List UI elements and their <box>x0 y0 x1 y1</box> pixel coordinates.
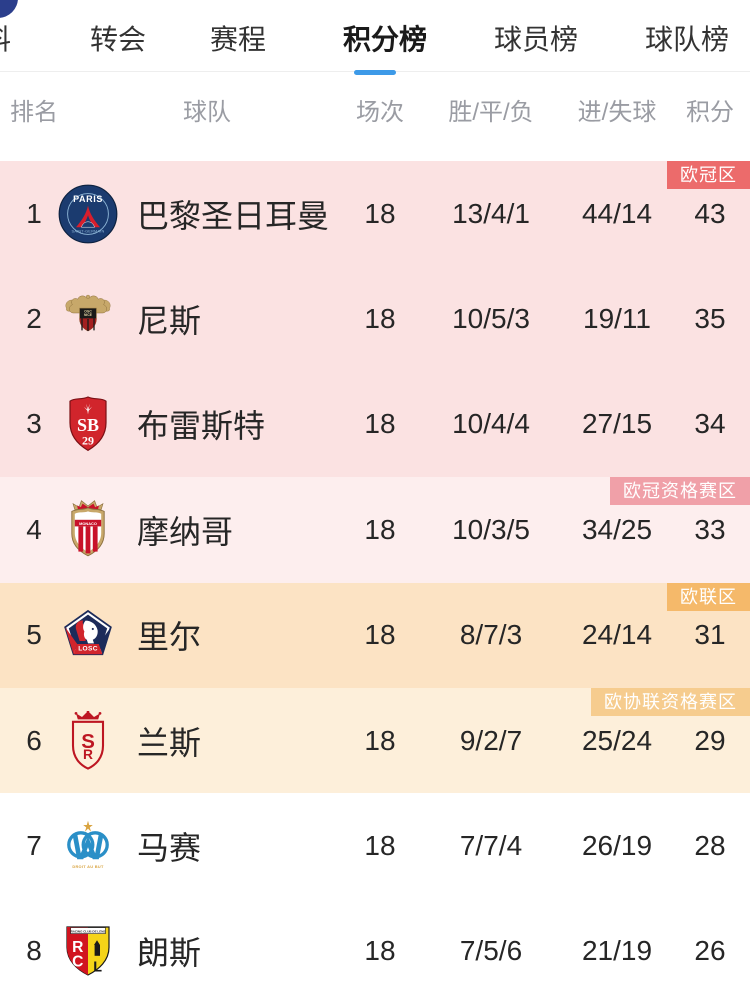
svg-text:R: R <box>83 747 93 762</box>
svg-text:PARIS: PARIS <box>73 194 103 204</box>
svg-text:MONACO: MONACO <box>79 521 97 526</box>
svg-text:DROIT AU BUT: DROIT AU BUT <box>72 864 104 869</box>
svg-text:RACING CLUB DE LENS: RACING CLUB DE LENS <box>71 930 106 934</box>
svg-text:L: L <box>93 960 102 976</box>
svg-text:NICE: NICE <box>84 313 93 317</box>
svg-text:LOSC: LOSC <box>78 646 98 653</box>
svg-text:29: 29 <box>82 434 94 448</box>
svg-text:SAINT-GERMAIN: SAINT-GERMAIN <box>71 228 104 233</box>
svg-text:SB: SB <box>77 416 99 436</box>
svg-text:C: C <box>72 954 83 971</box>
